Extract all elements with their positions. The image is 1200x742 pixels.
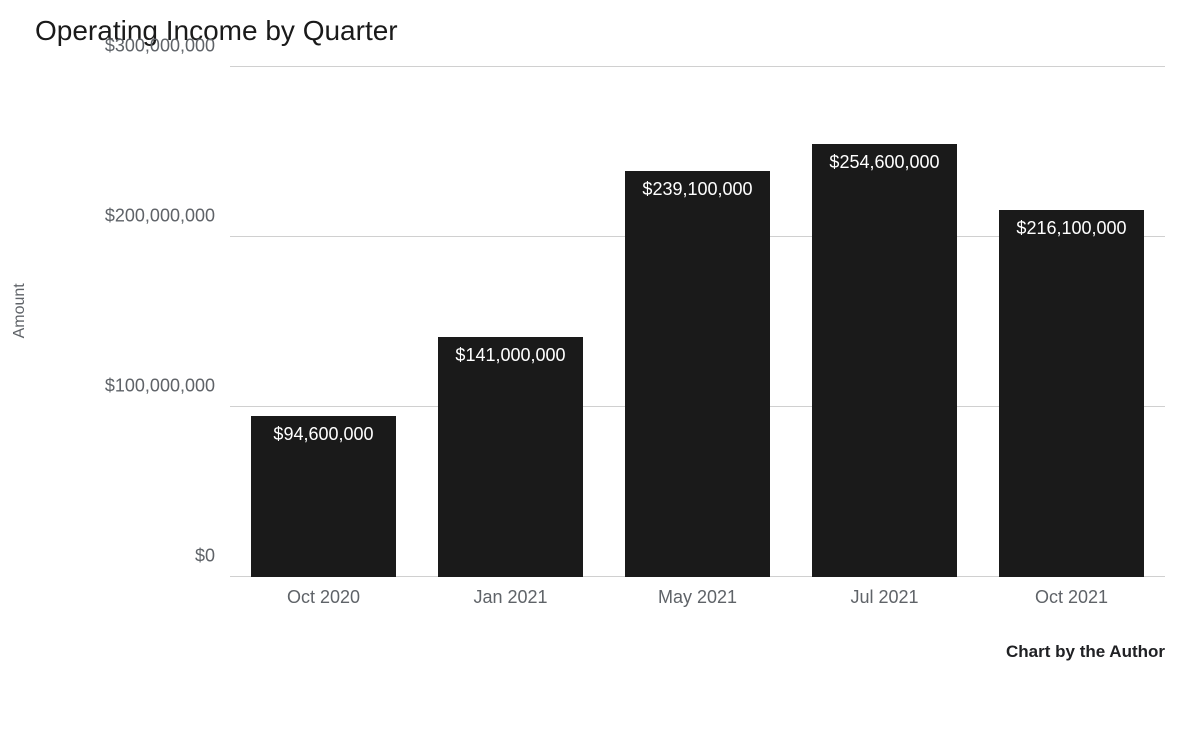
plot-area: $94,600,000 $141,000,000 $239,100,000 $2…: [230, 67, 1165, 577]
y-axis-label: Amount: [11, 283, 29, 338]
bar-value-label: $254,600,000: [829, 152, 939, 173]
x-tick: Oct 2021: [978, 587, 1165, 608]
bar: $239,100,000: [625, 171, 771, 577]
x-tick: Jul 2021: [791, 587, 978, 608]
bar: $216,100,000: [999, 210, 1145, 577]
bar-slot: $216,100,000: [978, 67, 1165, 577]
bar-value-label: $216,100,000: [1016, 218, 1126, 239]
chart-body: Amount $0 $100,000,000 $200,000,000 $300…: [35, 67, 1165, 647]
y-axis: $0 $100,000,000 $200,000,000 $300,000,00…: [85, 67, 215, 577]
bar-value-label: $141,000,000: [455, 345, 565, 366]
bar-slot: $141,000,000: [417, 67, 604, 577]
bars-container: $94,600,000 $141,000,000 $239,100,000 $2…: [230, 67, 1165, 577]
y-tick: $300,000,000: [85, 36, 215, 57]
y-tick: $200,000,000: [85, 206, 215, 227]
bar-value-label: $94,600,000: [273, 424, 373, 445]
bar: $94,600,000: [251, 416, 397, 577]
x-tick: May 2021: [604, 587, 791, 608]
bar-slot: $94,600,000: [230, 67, 417, 577]
x-axis: Oct 2020 Jan 2021 May 2021 Jul 2021 Oct …: [230, 587, 1165, 608]
bar: $141,000,000: [438, 337, 584, 577]
x-tick: Oct 2020: [230, 587, 417, 608]
bar: $254,600,000: [812, 144, 958, 577]
bar-slot: $239,100,000: [604, 67, 791, 577]
x-tick: Jan 2021: [417, 587, 604, 608]
y-tick: $0: [85, 546, 215, 567]
bar-value-label: $239,100,000: [642, 179, 752, 200]
chart-attribution: Chart by the Author: [1006, 642, 1165, 662]
bar-slot: $254,600,000: [791, 67, 978, 577]
chart-container: Operating Income by Quarter Amount $0 $1…: [35, 15, 1165, 725]
y-tick: $100,000,000: [85, 376, 215, 397]
